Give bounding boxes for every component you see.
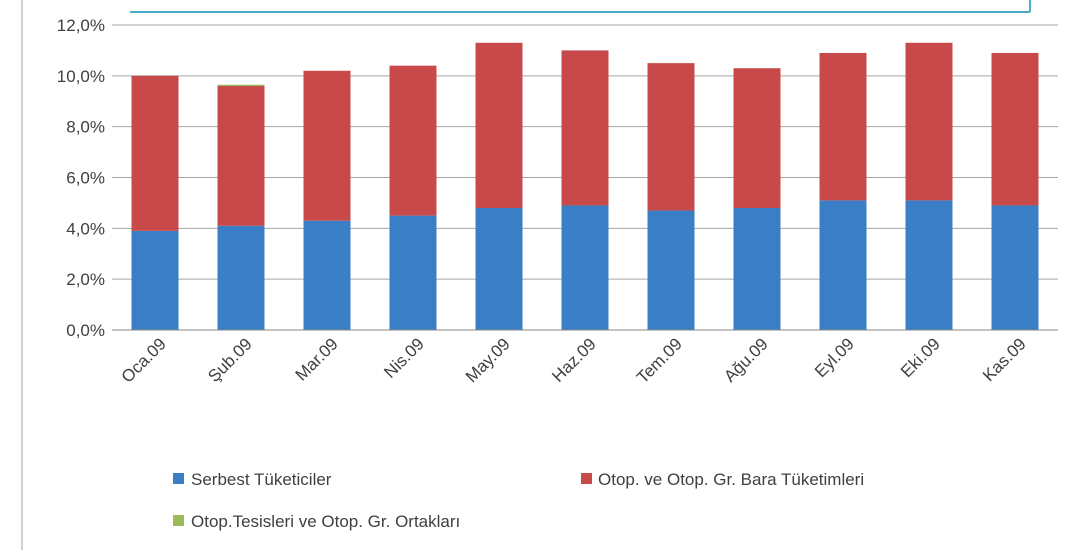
x-tick-label: Kas.09 bbox=[979, 334, 1030, 385]
y-axis-tick-labels: 0,0% 2,0% 4,0% 6,0% 8,0% 10,0% 12,0% bbox=[57, 16, 105, 340]
bar-segment-serbest bbox=[131, 230, 179, 330]
x-tick-label: Mar.09 bbox=[292, 334, 342, 384]
bar-segment-otop-bara bbox=[819, 52, 867, 201]
y-tick-label: 4,0% bbox=[66, 219, 105, 238]
bar-segment-serbest bbox=[303, 220, 351, 330]
bars bbox=[131, 42, 1039, 330]
bar-segment-serbest bbox=[217, 225, 265, 330]
legend-label-otop-bara: Otop. ve Otop. Gr. Bara Tüketimleri bbox=[598, 470, 864, 489]
legend-swatch-otop-bara bbox=[581, 473, 592, 484]
legend: Serbest Tüketiciler Otop. ve Otop. Gr. B… bbox=[173, 470, 864, 531]
y-tick-label: 6,0% bbox=[66, 169, 105, 188]
x-tick-label: Eki.09 bbox=[897, 334, 944, 381]
y-tick-label: 12,0% bbox=[57, 16, 105, 35]
bar-segment-otop-tesisleri bbox=[217, 84, 265, 86]
bar-segment-serbest bbox=[389, 215, 437, 330]
legend-label-serbest: Serbest Tüketiciler bbox=[191, 470, 332, 489]
y-tick-label: 0,0% bbox=[66, 321, 105, 340]
bar-segment-serbest bbox=[561, 205, 609, 330]
bar-segment-otop-bara bbox=[217, 86, 265, 226]
bar-segment-otop-bara bbox=[561, 50, 609, 206]
legend-swatch-serbest bbox=[173, 473, 184, 484]
bar-segment-otop-bara bbox=[905, 42, 953, 201]
x-tick-label: Tem.09 bbox=[633, 334, 686, 387]
bar-segment-otop-bara bbox=[991, 52, 1039, 206]
bar-segment-serbest bbox=[647, 210, 695, 330]
bar-segment-otop-bara bbox=[733, 68, 781, 208]
legend-label-otop-tesisleri: Otop.Tesisleri ve Otop. Gr. Ortakları bbox=[191, 512, 460, 531]
y-tick-label: 10,0% bbox=[57, 67, 105, 86]
bar-segment-serbest bbox=[733, 208, 781, 330]
x-tick-label: Haz.09 bbox=[548, 334, 600, 386]
legend-swatch-otop-tesisleri bbox=[173, 515, 184, 526]
bar-segment-otop-bara bbox=[647, 63, 695, 211]
x-tick-label: Ağu.09 bbox=[720, 334, 772, 386]
x-tick-label: May.09 bbox=[462, 334, 514, 386]
y-tick-label: 2,0% bbox=[66, 270, 105, 289]
bar-segment-serbest bbox=[819, 200, 867, 330]
bar-segment-otop-bara bbox=[131, 75, 179, 231]
bar-segment-serbest bbox=[905, 200, 953, 330]
x-tick-label: Eyl.09 bbox=[811, 334, 858, 381]
x-tick-label: Oca.09 bbox=[118, 334, 170, 386]
x-tick-label: Şub.09 bbox=[204, 334, 256, 386]
x-axis-tick-labels: Oca.09 Şub.09 Mar.09 Nis.09 May.09 Haz.09 Tem.… bbox=[118, 334, 1030, 387]
bar-segment-otop-bara bbox=[389, 65, 437, 216]
x-tick-label: Nis.09 bbox=[380, 334, 428, 382]
bar-segment-serbest bbox=[475, 208, 523, 330]
bar-segment-serbest bbox=[991, 205, 1039, 330]
bar-segment-otop-bara bbox=[303, 70, 351, 221]
y-tick-label: 8,0% bbox=[66, 118, 105, 137]
bar-segment-otop-bara bbox=[475, 42, 523, 208]
